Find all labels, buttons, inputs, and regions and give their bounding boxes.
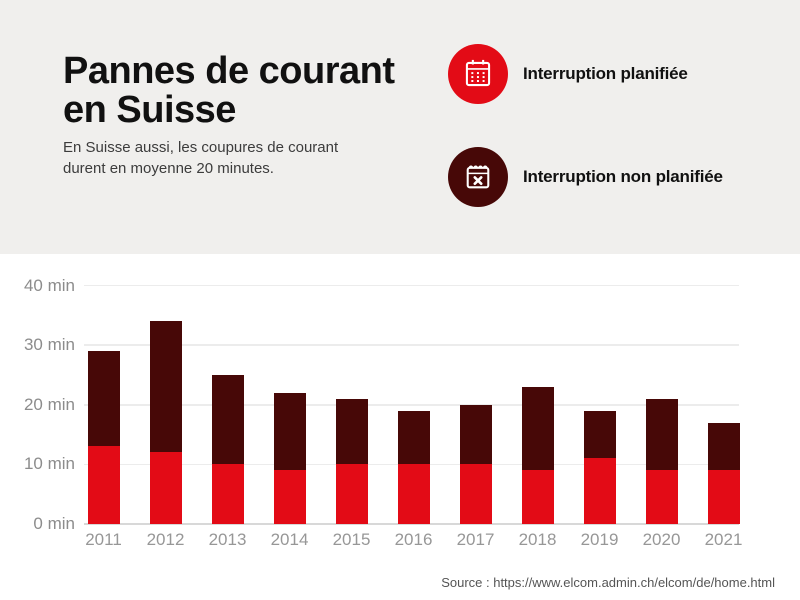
bar-planned-2020: [645, 470, 678, 524]
gridline-30: [84, 344, 739, 346]
y-axis-label-10: 10 min: [23, 454, 75, 474]
bar-planned-2018: [521, 470, 554, 524]
legend-item-unplanned: Interruption non planifiée: [448, 147, 723, 207]
x-axis-label-2019: 2019: [580, 530, 619, 549]
page-title: Pannes de courant en Suisse: [63, 50, 395, 131]
bar-unplanned-2011: [87, 351, 120, 447]
x-axis-label-2014: 2014: [270, 530, 309, 549]
bar-unplanned-2021: [707, 422, 740, 471]
x-axis-label-2011: 2011: [85, 530, 122, 549]
bar-unplanned-2017: [459, 404, 492, 465]
bar-unplanned-2018: [521, 386, 554, 471]
legend-label-unplanned: Interruption non planifiée: [523, 167, 723, 186]
page-title-line2: en Suisse: [63, 89, 236, 131]
y-axis-label-40: 40 min: [23, 275, 75, 295]
source-text: Source : https://www.elcom.admin.ch/elco…: [441, 575, 775, 590]
header-panel: Pannes de courant en Suisse En Suisse au…: [0, 0, 800, 254]
bar-unplanned-2015: [335, 398, 368, 465]
x-axis-label-2013: 2013: [208, 530, 247, 549]
calendar-grid-icon: [448, 44, 508, 104]
calendar-x-icon: [448, 147, 508, 207]
bar-unplanned-2020: [645, 398, 678, 471]
y-axis-label-20: 20 min: [23, 394, 75, 414]
legend-label-planned: Interruption planifiée: [523, 64, 688, 83]
bar-planned-2013: [211, 464, 244, 524]
bar-planned-2015: [335, 464, 368, 524]
bar-planned-2012: [149, 452, 182, 524]
x-axis-label-2021: 2021: [704, 530, 743, 549]
x-axis-label-2016: 2016: [394, 530, 433, 549]
x-axis-label-2017: 2017: [456, 530, 495, 549]
bar-planned-2014: [273, 470, 306, 524]
bar-planned-2021: [707, 470, 740, 524]
bar-unplanned-2013: [211, 374, 244, 465]
x-axis-label-2015: 2015: [332, 530, 371, 549]
legend-item-planned: Interruption planifiée: [448, 44, 688, 104]
y-axis-label-0: 0 min: [33, 514, 75, 533]
bar-unplanned-2012: [149, 321, 182, 453]
subtitle-line1: En Suisse aussi, les coupures de courant: [63, 139, 339, 156]
bar-unplanned-2019: [583, 410, 616, 459]
page-title-line1: Pannes de courant: [63, 50, 395, 92]
bar-unplanned-2016: [397, 410, 430, 465]
gridline-40: [84, 284, 739, 287]
y-axis-label-30: 30 min: [23, 335, 75, 355]
subtitle: En Suisse aussi, les coupures de courant…: [63, 137, 338, 179]
bar-planned-2019: [583, 458, 616, 524]
bar-planned-2016: [397, 464, 430, 524]
x-axis-label-2018: 2018: [518, 530, 557, 549]
bar-unplanned-2014: [273, 392, 306, 471]
x-axis-label-2012: 2012: [146, 530, 185, 549]
bar-planned-2011: [87, 446, 120, 524]
bar-planned-2017: [459, 464, 492, 524]
gridline-20: [84, 404, 739, 406]
gridline-0: [84, 523, 739, 525]
subtitle-line2: durent en moyenne 20 minutes.: [63, 160, 274, 177]
x-axis-label-2020: 2020: [642, 530, 681, 549]
